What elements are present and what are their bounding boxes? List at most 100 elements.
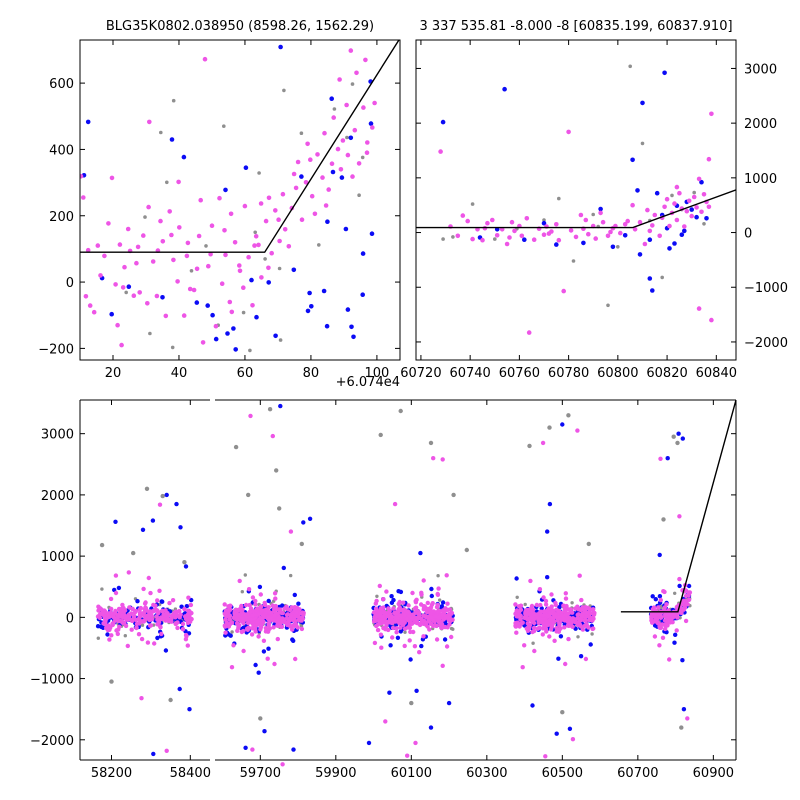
data-point-pink	[356, 161, 362, 166]
data-point-pink	[579, 597, 584, 603]
data-point-blue	[630, 157, 635, 163]
data-point-pink	[87, 303, 93, 308]
data-point-pink	[102, 614, 107, 619]
data-point-pink	[206, 263, 211, 269]
data-point-pink	[649, 618, 654, 623]
data-point-blue	[307, 290, 312, 296]
data-point-gray	[451, 627, 455, 631]
data-point-blue	[345, 307, 351, 312]
data-point-pink	[530, 629, 535, 635]
data-point-pink	[245, 620, 251, 626]
data-point-pink	[543, 754, 548, 759]
data-point-pink	[273, 208, 278, 213]
data-point-gray	[661, 517, 666, 522]
data-point-gray	[670, 193, 674, 198]
data-point-pink	[183, 616, 189, 622]
data-point-pink	[272, 613, 277, 618]
data-point-blue	[210, 312, 215, 318]
data-point-gray	[398, 408, 403, 414]
y-tick-label: 1000	[744, 172, 777, 187]
data-point-pink	[608, 229, 613, 235]
data-point-pink	[134, 260, 139, 266]
data-point-pink	[340, 138, 346, 143]
data-point-pink	[248, 606, 254, 611]
x-tick-label: 60700	[617, 766, 658, 781]
data-point-pink	[141, 586, 146, 592]
model-curve	[80, 40, 400, 253]
data-point-pink	[280, 191, 286, 197]
data-point-pink	[259, 622, 264, 628]
y-tick-label: 600	[49, 77, 74, 92]
data-point-blue	[177, 686, 182, 692]
data-point-pink	[261, 619, 266, 624]
data-point-blue	[429, 593, 434, 599]
data-point-pink	[580, 627, 586, 632]
data-point-blue	[163, 648, 169, 653]
data-point-pink	[552, 614, 558, 619]
data-point-pink	[157, 588, 162, 593]
data-point-blue	[160, 295, 165, 300]
data-point-pink	[290, 627, 295, 632]
data-point-pink	[237, 623, 242, 628]
data-point-blue	[126, 284, 132, 290]
data-point-pink	[582, 618, 587, 623]
data-point-blue	[530, 703, 535, 708]
data-point-pink	[239, 629, 244, 635]
data-point-blue	[560, 422, 565, 427]
data-point-pink	[113, 282, 118, 287]
data-point-pink	[188, 602, 194, 608]
data-point-pink	[561, 288, 566, 294]
data-point-blue	[360, 292, 366, 298]
data-point-pink	[436, 586, 441, 591]
data-point-gray	[332, 107, 337, 111]
data-point-blue	[650, 594, 655, 599]
data-point-gray	[441, 237, 445, 241]
data-point-pink	[541, 232, 547, 237]
data-point-pink	[548, 618, 553, 623]
data-point-pink	[421, 607, 426, 612]
data-point-pink	[536, 620, 541, 626]
data-point-pink	[151, 608, 156, 614]
data-point-pink	[99, 611, 104, 617]
data-point-gray	[100, 587, 104, 591]
data-point-pink	[175, 279, 180, 284]
data-point-pink	[265, 629, 271, 634]
data-point-blue	[567, 726, 573, 731]
data-point-pink	[121, 607, 127, 612]
data-point-pink	[181, 313, 187, 318]
data-point-pink	[553, 602, 558, 608]
data-point-blue	[547, 501, 553, 507]
data-point-blue	[160, 599, 165, 604]
data-point-pink	[417, 650, 422, 655]
data-point-pink	[105, 611, 111, 616]
data-point-gray	[277, 506, 282, 511]
data-point-pink	[250, 595, 256, 600]
data-point-pink	[194, 266, 200, 272]
panel-bottom: 58200 58400 59700 59900 60100 60300 60500 60700…	[30, 399, 737, 781]
data-point-pink	[537, 587, 543, 592]
data-point-pink	[544, 623, 550, 628]
data-point-gray	[606, 303, 610, 308]
data-point-gray	[464, 547, 469, 553]
data-point-gray	[378, 432, 383, 438]
data-point-pink	[583, 217, 589, 223]
data-point-pink	[272, 661, 277, 667]
data-point-gray	[350, 82, 355, 86]
data-point-pink	[531, 237, 537, 242]
data-point-pink	[237, 263, 242, 268]
data-point-pink	[165, 617, 170, 622]
data-point-pink	[223, 252, 228, 258]
data-point-pink	[120, 613, 125, 618]
data-point-gray	[289, 573, 293, 578]
data-point-pink	[276, 217, 281, 222]
data-point-gray	[357, 193, 361, 197]
data-point-pink	[161, 612, 166, 617]
data-point-pink	[305, 141, 310, 147]
data-point-pink	[271, 625, 276, 630]
data-point-pink	[263, 218, 269, 224]
data-point-blue	[514, 576, 519, 581]
data-point-gray	[673, 591, 677, 595]
data-point-blue	[296, 601, 301, 606]
data-point-pink	[289, 613, 294, 619]
data-point-pink	[137, 607, 142, 612]
